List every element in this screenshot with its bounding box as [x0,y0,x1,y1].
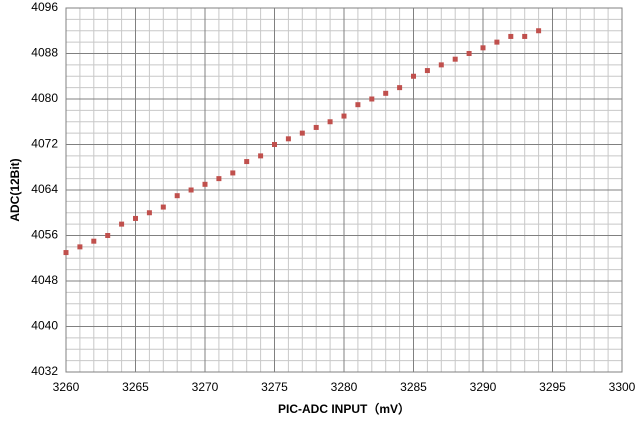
x-tick-label: 3275 [261,380,288,394]
y-tick-label: 4064 [31,182,58,196]
point [536,28,542,34]
point [327,119,333,125]
y-tick-label: 4040 [31,319,58,333]
x-tick-label: 3280 [331,380,358,394]
y-axis-title: ADC(12Bit) [8,158,22,221]
point [160,204,166,210]
point [411,73,416,79]
y-tick-label: 4032 [31,364,58,378]
point [230,170,236,176]
point [313,124,319,130]
point [480,45,486,51]
y-tick-label: 4048 [31,273,58,287]
point [397,85,403,91]
point [355,102,361,108]
point [508,33,514,39]
point [133,215,138,221]
point [522,33,528,39]
y-tick-label: 4056 [31,228,58,242]
point [146,210,152,216]
x-tick-label: 3290 [470,380,497,394]
point [91,238,97,244]
plot-border [65,7,623,373]
point [77,244,83,250]
point [299,130,305,136]
point [285,136,291,142]
x-axis-title: PIC-ADC INPUT（mV） [278,401,410,416]
point [216,176,222,182]
point [202,181,208,187]
y-tick-label: 4096 [31,0,58,14]
point [341,113,347,119]
point [494,39,500,45]
point [244,159,250,165]
point [272,142,277,147]
point [105,233,111,238]
point [424,68,430,74]
y-tick-label: 4072 [31,137,58,151]
y-tick-label: 4088 [31,46,58,60]
x-tick-label: 3300 [609,380,636,394]
point [383,90,389,96]
point [369,96,375,102]
x-tick-label: 3260 [53,380,80,394]
point [188,187,194,193]
point [258,153,264,159]
point [438,62,444,68]
x-tick-label: 3265 [122,380,149,394]
point [119,221,125,227]
point [63,250,69,256]
x-tick-label: 3285 [400,380,427,394]
point [174,193,180,199]
y-tick-label: 4080 [31,91,58,105]
point [452,56,458,62]
point [466,51,472,56]
x-tick-label: 3270 [192,380,219,394]
x-tick-label: 3295 [539,380,566,394]
